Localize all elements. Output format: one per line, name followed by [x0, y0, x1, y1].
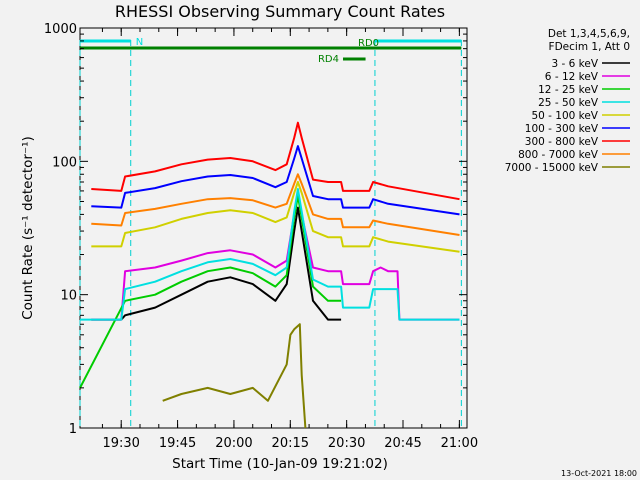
decimation-bar-label: RD4 — [318, 54, 339, 65]
x-tick-label: 20:30 — [328, 436, 365, 451]
legend-entry-label: 50 - 100 keV — [531, 110, 598, 122]
legend-header: Det 1,3,4,5,6,9, — [548, 28, 630, 40]
legend-entry-label: 25 - 50 keV — [538, 97, 599, 109]
legend-entry-label: 300 - 800 keV — [525, 136, 599, 148]
x-tick-label: 19:45 — [159, 436, 196, 451]
legend-entry-label: 7000 - 15000 keV — [505, 162, 599, 174]
night-bar-label: N — [136, 37, 143, 48]
legend-entry-label: 3 - 6 keV — [551, 58, 598, 70]
x-tick-label: 21:00 — [441, 436, 478, 451]
y-axis-label: Count Rate (s⁻¹ detector⁻¹) — [20, 136, 36, 320]
series-line — [162, 323, 307, 429]
x-tick-label: 20:45 — [384, 436, 421, 451]
y-tick-label: 1000 — [44, 22, 77, 37]
axes-layer: 19:30 19:45 20:00 20:15 20:30 20:45 21:00 1 10 10… — [44, 22, 478, 451]
series-line — [80, 188, 460, 321]
series-line — [91, 121, 460, 201]
y-tick-label: 10 — [60, 289, 77, 304]
legend-header: FDecim 1, Att 0 — [549, 41, 630, 53]
x-tick-label: 20:15 — [272, 436, 309, 451]
annotations-layer: N RD0 RD4 — [79, 37, 462, 428]
plot-frame — [79, 27, 468, 429]
series-line — [91, 181, 460, 253]
x-axis-label: Start Time (10-Jan-09 19:21:02) — [172, 456, 388, 472]
x-tick-label: 19:30 — [102, 436, 139, 451]
legend-entry-label: 12 - 25 keV — [538, 84, 599, 96]
y-tick-label: 1 — [69, 422, 77, 437]
decimation-bar-label: RD0 — [358, 38, 379, 49]
footer-date: 13-Oct-2021 18:00 — [561, 469, 637, 478]
legend-entry-label: 6 - 12 keV — [545, 71, 599, 83]
legend: Det 1,3,4,5,6,9,FDecim 1, Att 0 3 - 6 keV… — [505, 28, 630, 174]
x-tick-label: 20:00 — [215, 436, 252, 451]
series-line — [91, 173, 460, 236]
chart-title: RHESSI Observing Summary Count Rates — [115, 2, 445, 21]
series-layer — [79, 121, 460, 429]
legend-entry-label: 800 - 7000 keV — [518, 149, 599, 161]
legend-entry-label: 100 - 300 keV — [525, 123, 599, 135]
y-tick-label: 100 — [52, 155, 77, 170]
series-line — [91, 145, 460, 216]
series-line — [79, 195, 342, 389]
series-line — [91, 206, 342, 321]
